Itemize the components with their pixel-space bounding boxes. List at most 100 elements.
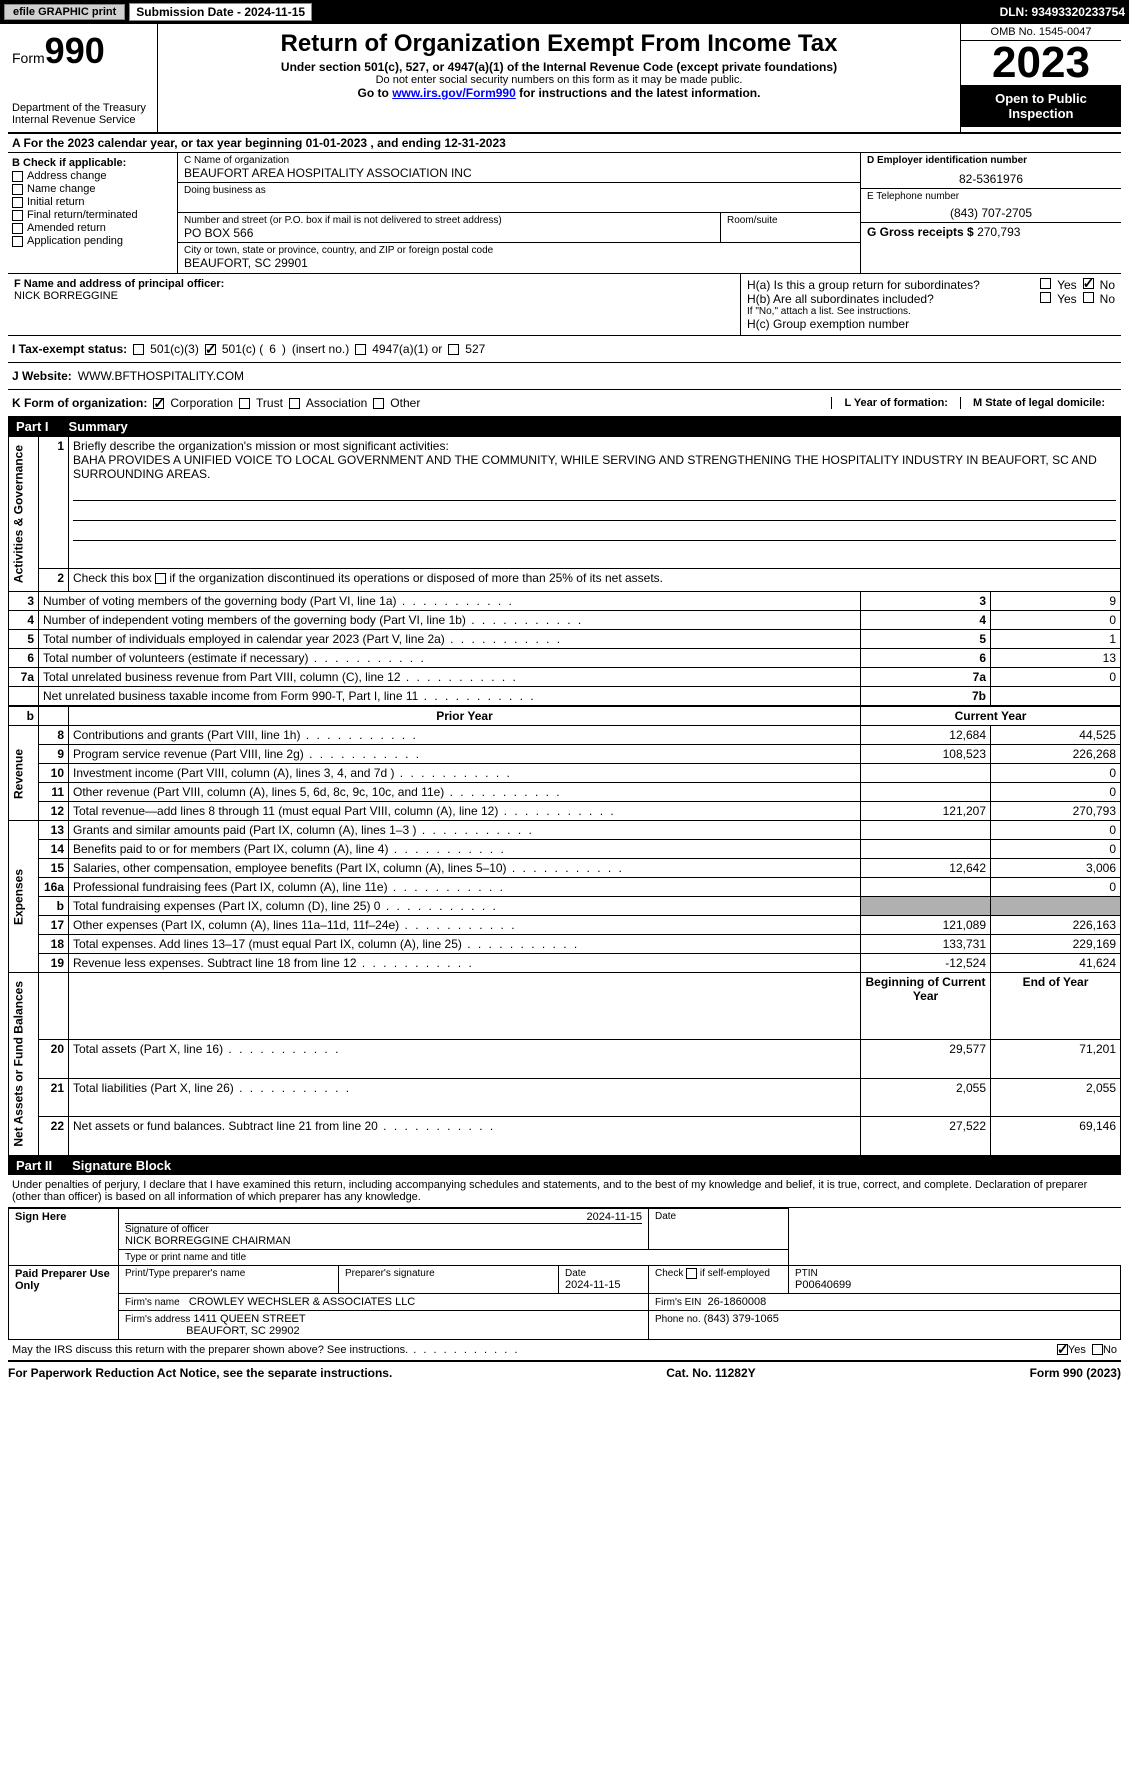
cb-hb-yes[interactable] bbox=[1040, 292, 1051, 303]
firm-name-label: Firm's name bbox=[125, 1297, 180, 1308]
period-mid: , and ending bbox=[370, 136, 444, 150]
exp16a-text: Professional fundraising fees (Part IX, … bbox=[69, 878, 861, 897]
org-name-label: C Name of organization bbox=[184, 155, 854, 166]
cb-line2[interactable] bbox=[155, 573, 166, 584]
rev10-text: Investment income (Part VIII, column (A)… bbox=[69, 764, 861, 783]
cb-application-pending[interactable] bbox=[12, 236, 23, 247]
cb-hb-no[interactable] bbox=[1083, 292, 1094, 303]
cb-other[interactable] bbox=[373, 398, 384, 409]
rev9-curr: 226,268 bbox=[991, 745, 1121, 764]
prep-date-label: Date bbox=[565, 1268, 642, 1279]
part1-subtitle: Summary bbox=[69, 419, 128, 434]
line7a-num: 7a bbox=[9, 668, 39, 687]
firm-phone: (843) 379-1065 bbox=[704, 1313, 779, 1325]
line-val bbox=[991, 687, 1121, 707]
form-org-label: K Form of organization: bbox=[12, 396, 147, 410]
period-a: A For the 2023 calendar year, or tax yea… bbox=[12, 136, 306, 150]
rev12-text: Total revenue—add lines 8 through 11 (mu… bbox=[69, 802, 861, 821]
line6-val: 13 bbox=[991, 649, 1121, 668]
cb-final-return[interactable] bbox=[12, 210, 23, 221]
line-b-num: b bbox=[9, 706, 39, 726]
cb-initial-return[interactable] bbox=[12, 197, 23, 208]
box-b-label: B Check if applicable: bbox=[12, 157, 173, 169]
rev8-prior: 12,684 bbox=[861, 726, 991, 745]
cb-self-employed[interactable] bbox=[686, 1268, 697, 1279]
line3-val: 9 bbox=[991, 592, 1121, 611]
exp14-text: Benefits paid to or for members (Part IX… bbox=[69, 840, 861, 859]
box-c: C Name of organization BEAUFORT AREA HOS… bbox=[178, 153, 861, 273]
cb-name-change[interactable] bbox=[12, 184, 23, 195]
line3-text: Number of voting members of the governin… bbox=[39, 592, 861, 611]
net20-num: 20 bbox=[39, 1040, 69, 1079]
exp17-prior: 121,089 bbox=[861, 916, 991, 935]
gross-value: 270,793 bbox=[977, 225, 1020, 239]
lbl-application-pending: Application pending bbox=[27, 235, 123, 247]
cb-discuss-yes[interactable] bbox=[1057, 1344, 1068, 1355]
officer-h-block: F Name and address of principal officer:… bbox=[8, 274, 1121, 336]
line-key: 7b bbox=[861, 687, 991, 707]
part2-title: Part II bbox=[16, 1158, 52, 1173]
prior-year-hdr: Prior Year bbox=[69, 706, 861, 726]
form-number: 990 bbox=[45, 30, 105, 71]
exp18-prior: 133,731 bbox=[861, 935, 991, 954]
cb-ha-yes[interactable] bbox=[1040, 278, 1051, 289]
prep-sig-label: Preparer's signature bbox=[345, 1268, 552, 1279]
lbl-name-change: Name change bbox=[27, 183, 96, 195]
lbl-final-return: Final return/terminated bbox=[27, 209, 138, 221]
exp19-prior: -12,524 bbox=[861, 954, 991, 973]
vert-rev: Revenue bbox=[9, 726, 39, 821]
irs-link[interactable]: www.irs.gov/Form990 bbox=[392, 86, 516, 100]
cb-discuss-no[interactable] bbox=[1092, 1344, 1103, 1355]
cb-assoc[interactable] bbox=[289, 398, 300, 409]
form-header: Form990 Department of the Treasury Inter… bbox=[8, 24, 1121, 134]
cb-501c3[interactable] bbox=[133, 344, 144, 355]
status-c-no: 6 bbox=[269, 342, 276, 356]
rev9-num: 9 bbox=[39, 745, 69, 764]
exp14-num: 14 bbox=[39, 840, 69, 859]
footer-mid: Cat. No. 11282Y bbox=[666, 1366, 755, 1380]
line6-text: Total number of volunteers (estimate if … bbox=[39, 649, 861, 668]
cb-4947[interactable] bbox=[355, 344, 366, 355]
cb-trust[interactable] bbox=[239, 398, 250, 409]
summary-table: Activities & Governance 1 Briefly descri… bbox=[8, 436, 1121, 1156]
rev9-prior: 108,523 bbox=[861, 745, 991, 764]
rev10-num: 10 bbox=[39, 764, 69, 783]
subtitle-1: Under section 501(c), 527, or 4947(a)(1)… bbox=[166, 60, 952, 74]
cb-ha-no[interactable] bbox=[1083, 278, 1094, 289]
rev12-num: 12 bbox=[39, 802, 69, 821]
exp15-prior: 12,642 bbox=[861, 859, 991, 878]
cb-corp[interactable] bbox=[153, 398, 164, 409]
net21-text: Total liabilities (Part X, line 26) bbox=[69, 1078, 861, 1117]
website-value: WWW.BFTHOSPITALITY.COM bbox=[78, 369, 244, 383]
signature-section: Under penalties of perjury, I declare th… bbox=[8, 1175, 1121, 1362]
sign-here-label: Sign Here bbox=[9, 1208, 119, 1265]
footer-left: For Paperwork Reduction Act Notice, see … bbox=[8, 1366, 392, 1380]
ptin-value: P00640699 bbox=[795, 1279, 1114, 1291]
rev10-prior bbox=[861, 764, 991, 783]
part2-header: Part II Signature Block bbox=[8, 1156, 1121, 1175]
room-label: Room/suite bbox=[727, 215, 854, 226]
tax-exempt-status-row: I Tax-exempt status: 501(c)(3) 501(c) ( … bbox=[8, 336, 1121, 363]
efile-print-button[interactable]: efile GRAPHIC print bbox=[4, 4, 125, 20]
inspection-badge: Open to Public Inspection bbox=[961, 85, 1121, 127]
website-row: J Website: WWW.BFTHOSPITALITY.COM bbox=[8, 363, 1121, 390]
status-label: I Tax-exempt status: bbox=[12, 342, 127, 356]
line5-key: 5 bbox=[861, 630, 991, 649]
exp19-curr: 41,624 bbox=[991, 954, 1121, 973]
paid-preparer-label: Paid Preparer Use Only bbox=[9, 1265, 119, 1339]
officer-label: F Name and address of principal officer: bbox=[14, 278, 734, 290]
firm-addr2: BEAUFORT, SC 29902 bbox=[186, 1325, 300, 1337]
status-insert: (insert no.) bbox=[292, 342, 349, 356]
line3-key: 3 bbox=[861, 592, 991, 611]
cb-address-change[interactable] bbox=[12, 171, 23, 182]
lbl-amended-return: Amended return bbox=[27, 222, 106, 234]
cb-527[interactable] bbox=[448, 344, 459, 355]
cb-501c[interactable] bbox=[205, 344, 216, 355]
sig-officer-date: 2024-11-15 bbox=[125, 1211, 642, 1224]
exp18-curr: 229,169 bbox=[991, 935, 1121, 954]
line4-text: Number of independent voting members of … bbox=[39, 611, 861, 630]
line3-num: 3 bbox=[9, 592, 39, 611]
phone-value: (843) 707-2705 bbox=[867, 206, 1115, 220]
cb-amended-return[interactable] bbox=[12, 223, 23, 234]
line5-text: Total number of individuals employed in … bbox=[39, 630, 861, 649]
